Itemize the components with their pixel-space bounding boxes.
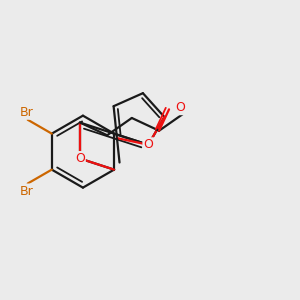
- Text: O: O: [175, 101, 185, 114]
- Text: Br: Br: [20, 184, 34, 197]
- Text: O: O: [143, 138, 153, 151]
- Text: O: O: [75, 152, 85, 165]
- Text: Br: Br: [20, 106, 34, 119]
